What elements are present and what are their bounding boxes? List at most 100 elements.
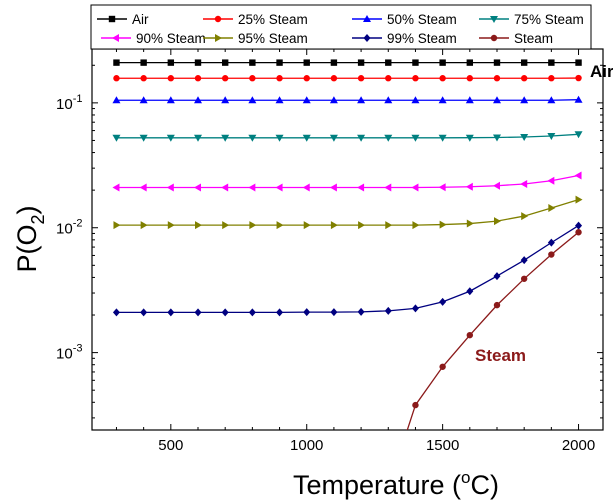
x-tick-label: 500 xyxy=(158,437,183,454)
axis-ticks: 500 1000 1500 2000 10-1 10-2 10-3 xyxy=(56,49,603,454)
data-point xyxy=(385,75,392,82)
data-point xyxy=(194,183,202,192)
series-99-steam xyxy=(112,221,583,317)
data-point xyxy=(548,59,555,66)
data-point xyxy=(385,59,392,66)
legend-marker xyxy=(490,16,498,23)
data-point xyxy=(465,96,474,104)
data-point xyxy=(520,275,528,282)
data-point xyxy=(411,304,419,313)
data-point xyxy=(221,59,229,66)
legend-label: Steam xyxy=(514,31,553,46)
data-point xyxy=(221,134,230,142)
data-point xyxy=(166,96,175,104)
data-point xyxy=(492,96,501,104)
y-tick-label: 10-1 xyxy=(56,93,82,113)
data-point xyxy=(330,75,338,82)
data-point xyxy=(358,221,366,230)
data-point xyxy=(492,181,500,190)
data-point xyxy=(574,95,583,103)
legend-marker xyxy=(215,34,222,42)
annotation-air: Air xyxy=(590,62,613,81)
x-tick-label: 2000 xyxy=(562,437,595,454)
legend-label: 75% Steam xyxy=(514,12,584,27)
legend-item: Steam xyxy=(479,31,553,46)
data-point xyxy=(411,134,420,142)
data-point xyxy=(438,134,447,142)
data-point xyxy=(167,75,175,82)
data-point xyxy=(412,59,419,66)
data-point xyxy=(384,134,393,142)
data-point xyxy=(330,308,338,317)
data-point xyxy=(466,219,474,228)
data-point xyxy=(112,183,120,192)
data-point xyxy=(167,221,175,230)
legend-marker xyxy=(363,15,371,22)
data-point xyxy=(167,59,175,66)
data-point xyxy=(548,251,555,258)
data-point xyxy=(384,96,393,104)
legend-item: 25% Steam xyxy=(203,12,308,27)
data-point xyxy=(575,195,583,204)
data-point xyxy=(249,75,256,82)
data-point xyxy=(574,171,582,180)
data-point xyxy=(384,306,392,315)
x-tick-label: 1500 xyxy=(426,437,459,454)
data-point xyxy=(385,221,393,230)
x-tick-label: 1000 xyxy=(290,437,323,454)
data-point xyxy=(276,75,283,82)
plot-frame xyxy=(91,48,604,431)
data-point xyxy=(249,59,256,66)
data-point xyxy=(249,221,257,230)
data-point xyxy=(113,59,120,66)
data-point xyxy=(493,75,501,82)
legend-marker xyxy=(112,34,119,42)
data-point xyxy=(194,96,203,104)
data-point xyxy=(221,308,229,317)
data-point xyxy=(276,59,283,66)
data-point xyxy=(575,221,583,230)
data-point xyxy=(275,96,284,104)
data-point xyxy=(574,131,583,139)
legend-label: 25% Steam xyxy=(238,12,308,27)
data-point xyxy=(357,96,366,104)
data-point xyxy=(139,183,147,192)
data-point xyxy=(276,221,284,230)
data-point xyxy=(195,221,203,230)
data-point xyxy=(466,287,474,296)
data-point xyxy=(140,75,147,82)
legend-marker xyxy=(363,34,371,42)
data-point xyxy=(303,221,311,230)
series-line xyxy=(116,225,579,314)
data-point xyxy=(520,256,528,265)
data-point xyxy=(520,96,529,104)
data-point xyxy=(167,308,175,317)
series-group xyxy=(112,59,583,430)
series-25-steam xyxy=(113,74,582,82)
data-point xyxy=(166,183,174,192)
data-point xyxy=(329,96,338,104)
y-axis-title-sub: 2 xyxy=(28,214,48,224)
data-point xyxy=(275,183,283,192)
data-point xyxy=(412,221,420,230)
series-line xyxy=(116,198,579,226)
data-point xyxy=(357,183,365,192)
data-point xyxy=(439,59,446,66)
data-point xyxy=(493,59,501,66)
data-point xyxy=(439,363,446,370)
series-steam xyxy=(406,229,582,430)
legend-item: 99% Steam xyxy=(352,31,457,46)
data-point xyxy=(520,133,529,141)
legend-item: Air xyxy=(97,12,149,27)
series-line xyxy=(116,174,579,189)
data-point xyxy=(438,183,446,192)
y-axis-title: P(O2) xyxy=(12,205,48,272)
data-point xyxy=(548,203,556,212)
data-point xyxy=(520,75,528,82)
y-axis-title-text: P(O xyxy=(12,225,42,273)
data-point xyxy=(140,221,148,230)
series-line xyxy=(406,231,579,430)
legend-marker xyxy=(490,34,498,42)
data-point xyxy=(140,59,147,66)
data-point xyxy=(113,75,120,82)
